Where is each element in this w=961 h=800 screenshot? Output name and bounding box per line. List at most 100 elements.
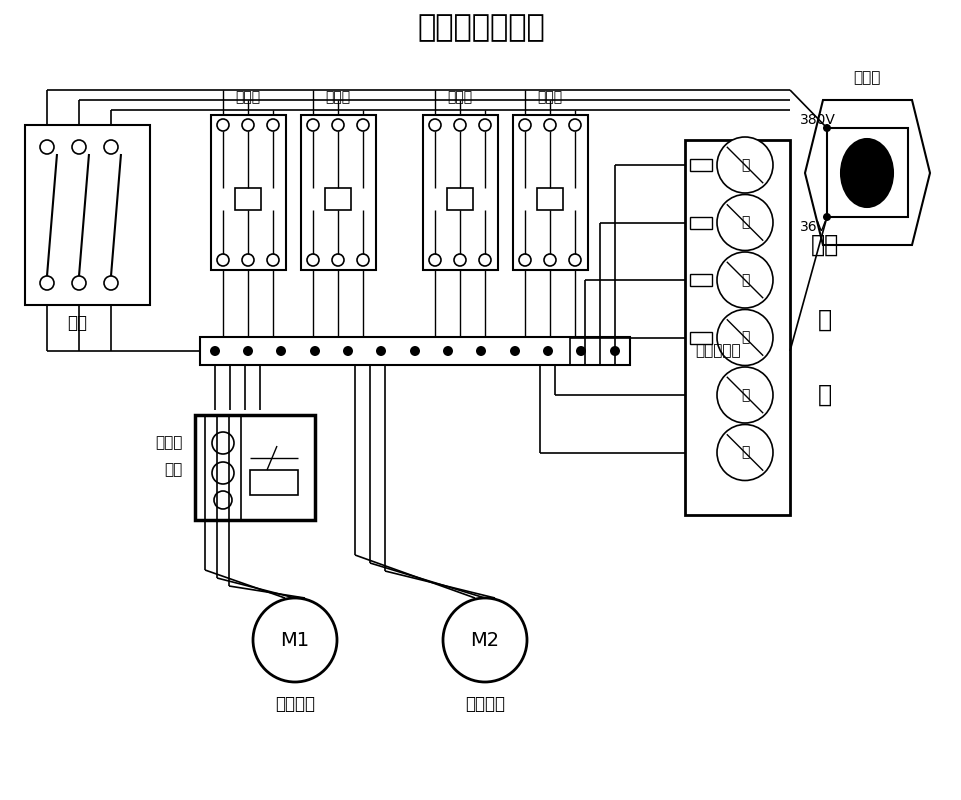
Bar xyxy=(301,115,376,270)
Circle shape xyxy=(716,310,773,366)
Circle shape xyxy=(242,254,254,266)
Text: 变压器: 变压器 xyxy=(852,70,879,86)
Bar xyxy=(826,128,907,217)
Circle shape xyxy=(823,213,830,221)
Circle shape xyxy=(332,254,344,266)
Circle shape xyxy=(519,254,530,266)
Circle shape xyxy=(568,254,580,266)
Text: 电动葫芦接线图: 电动葫芦接线图 xyxy=(417,14,544,42)
Circle shape xyxy=(309,346,320,356)
Circle shape xyxy=(104,276,118,290)
Circle shape xyxy=(442,598,527,682)
Circle shape xyxy=(609,346,619,356)
Circle shape xyxy=(217,254,229,266)
Bar xyxy=(210,115,285,270)
Bar xyxy=(423,115,498,270)
Circle shape xyxy=(276,346,285,356)
Circle shape xyxy=(716,194,773,250)
Circle shape xyxy=(543,254,555,266)
Text: 380V: 380V xyxy=(800,113,835,127)
Bar xyxy=(325,188,351,210)
Circle shape xyxy=(243,346,253,356)
Circle shape xyxy=(716,367,773,423)
Circle shape xyxy=(253,598,336,682)
Circle shape xyxy=(409,346,420,356)
Circle shape xyxy=(576,346,585,356)
Text: 接触器: 接触器 xyxy=(537,90,562,104)
Text: 行走电机: 行走电机 xyxy=(464,695,505,713)
Circle shape xyxy=(332,119,344,131)
Circle shape xyxy=(429,119,440,131)
Text: 手: 手 xyxy=(817,308,831,332)
Circle shape xyxy=(211,432,234,454)
Ellipse shape xyxy=(840,139,892,207)
Circle shape xyxy=(357,119,369,131)
Circle shape xyxy=(343,346,353,356)
Text: 接触器: 接触器 xyxy=(447,90,472,104)
Circle shape xyxy=(509,346,520,356)
Bar xyxy=(689,159,711,171)
Circle shape xyxy=(357,254,369,266)
Bar xyxy=(234,188,260,210)
Bar xyxy=(25,125,150,305)
Circle shape xyxy=(716,425,773,481)
Circle shape xyxy=(568,119,580,131)
Bar xyxy=(689,331,711,343)
Text: 接线端子排: 接线端子排 xyxy=(694,343,740,358)
Text: 断火限: 断火限 xyxy=(156,435,183,450)
Circle shape xyxy=(543,119,555,131)
Circle shape xyxy=(454,254,465,266)
Circle shape xyxy=(479,254,490,266)
Bar xyxy=(684,140,789,515)
Text: 接触器: 接触器 xyxy=(235,90,260,104)
Circle shape xyxy=(542,346,553,356)
Circle shape xyxy=(213,491,232,509)
Circle shape xyxy=(476,346,485,356)
Circle shape xyxy=(376,346,385,356)
Text: 上: 上 xyxy=(740,273,749,287)
Circle shape xyxy=(209,346,220,356)
Text: M2: M2 xyxy=(470,630,499,650)
Circle shape xyxy=(429,254,440,266)
Circle shape xyxy=(716,252,773,308)
Text: 接触器: 接触器 xyxy=(325,90,350,104)
Text: 左: 左 xyxy=(740,388,749,402)
Bar xyxy=(250,470,298,495)
Circle shape xyxy=(307,254,319,266)
Bar xyxy=(689,217,711,229)
Circle shape xyxy=(72,276,86,290)
Bar xyxy=(512,115,587,270)
Bar xyxy=(447,188,473,210)
Circle shape xyxy=(454,119,465,131)
Text: 闸刀: 闸刀 xyxy=(67,314,87,332)
Text: 下: 下 xyxy=(740,330,749,345)
Circle shape xyxy=(104,140,118,154)
Text: 绿: 绿 xyxy=(740,158,749,172)
Circle shape xyxy=(72,140,86,154)
Text: 升降电机: 升降电机 xyxy=(275,695,314,713)
Text: 柄: 柄 xyxy=(817,383,831,407)
Circle shape xyxy=(307,119,319,131)
Circle shape xyxy=(217,119,229,131)
Bar xyxy=(689,274,711,286)
Circle shape xyxy=(40,276,54,290)
Text: 位器: 位器 xyxy=(164,462,183,478)
Text: M1: M1 xyxy=(281,630,309,650)
Text: 操作: 操作 xyxy=(810,233,838,257)
Circle shape xyxy=(519,119,530,131)
Circle shape xyxy=(211,462,234,484)
Polygon shape xyxy=(804,100,929,245)
Circle shape xyxy=(479,119,490,131)
Circle shape xyxy=(40,140,54,154)
Bar xyxy=(536,188,562,210)
Circle shape xyxy=(442,346,453,356)
Circle shape xyxy=(823,124,830,132)
Circle shape xyxy=(267,254,279,266)
Circle shape xyxy=(716,137,773,193)
Circle shape xyxy=(267,119,279,131)
Bar xyxy=(200,337,629,365)
Text: 红: 红 xyxy=(740,215,749,230)
Bar xyxy=(195,415,314,520)
Circle shape xyxy=(242,119,254,131)
Text: 右: 右 xyxy=(740,446,749,459)
